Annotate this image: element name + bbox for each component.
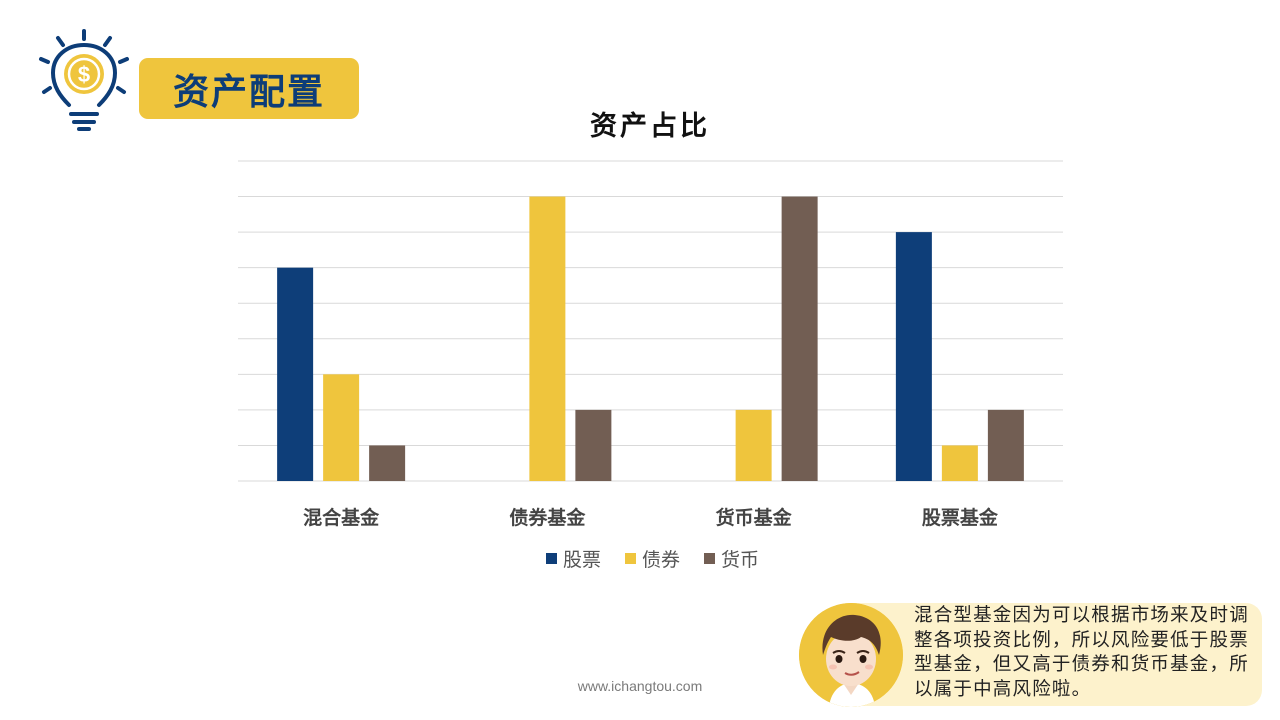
legend-swatch-债券 xyxy=(625,553,636,564)
bar-货币-股票基金 xyxy=(987,409,1024,481)
legend-label-股票: 股票 xyxy=(563,549,601,571)
bar-货币-混合基金 xyxy=(369,445,406,481)
x-tick-label: 货币基金 xyxy=(716,506,793,529)
x-tick-label: 债券基金 xyxy=(509,506,586,529)
bar-货币-债券基金 xyxy=(575,409,612,481)
x-tick-label: 股票基金 xyxy=(922,506,999,529)
section-title: 资产配置 xyxy=(172,71,325,113)
avatar xyxy=(799,603,903,707)
chart-title: 资产占比 xyxy=(590,111,710,142)
bar-债券-混合基金 xyxy=(323,374,360,481)
legend-label-债券: 债券 xyxy=(642,549,680,571)
bar-股票-混合基金 xyxy=(277,267,314,481)
section-title-badge: 资产配置 xyxy=(139,58,359,119)
svg-text:$: $ xyxy=(78,62,90,87)
footer-url: www.ichangtou.com xyxy=(577,678,703,694)
legend-label-货币: 货币 xyxy=(721,549,759,571)
legend-swatch-股票 xyxy=(546,553,557,564)
lightbulb-dollar-icon: $ xyxy=(39,29,129,131)
note-bubble xyxy=(838,603,1262,706)
note-text: 混合型基金因为可以根据市场来及时调整各项投资比例，所以风险要低于股票型基金，但又… xyxy=(914,605,1249,700)
legend-swatch-货币 xyxy=(704,553,715,564)
bar-债券-股票基金 xyxy=(941,445,978,481)
bar-股票-股票基金 xyxy=(895,232,932,481)
bar-货币-货币基金 xyxy=(781,196,818,482)
bar-债券-债券基金 xyxy=(529,196,566,482)
bar-债券-货币基金 xyxy=(735,409,772,481)
x-tick-label: 混合基金 xyxy=(303,506,380,529)
